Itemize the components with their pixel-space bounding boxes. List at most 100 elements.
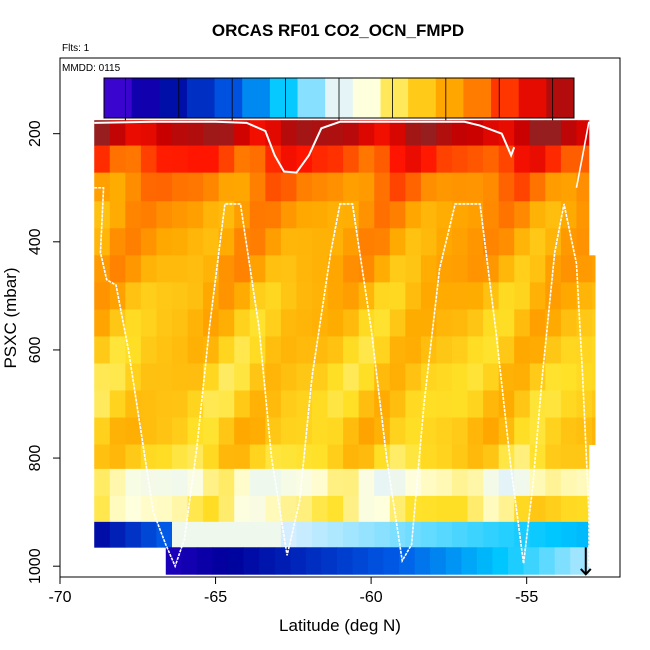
heatmap-cell: [280, 390, 297, 418]
heatmap-cell: [358, 495, 375, 523]
heatmap-cell: [529, 336, 546, 364]
heatmap-cell: [483, 172, 500, 202]
heatmap-cell: [529, 390, 546, 418]
heatmap-cell: [343, 495, 360, 523]
heatmap-cell: [374, 363, 391, 391]
heatmap-cell: [374, 145, 391, 174]
heatmap-cell: [187, 521, 204, 548]
heatmap-cell: [234, 444, 251, 470]
heatmap-cell: [203, 495, 220, 523]
heatmap-cell: [436, 468, 453, 497]
heatmap-cell: [592, 390, 596, 418]
heatmap-cell: [452, 336, 468, 364]
heatmap-cell: [265, 495, 282, 523]
y-axis-label: PSXC (mbar): [1, 267, 20, 368]
heatmap-cell: [358, 172, 375, 202]
heatmap-cell: [560, 444, 577, 470]
heatmap-cell: [234, 145, 251, 174]
heatmap-cell: [389, 495, 406, 523]
colorbar-segment: [380, 78, 409, 118]
heatmap-cell: [592, 282, 596, 310]
heatmap-cell: [203, 201, 220, 229]
date-annotation: MMDD: 0115: [62, 63, 121, 74]
heatmap-cell: [545, 255, 562, 283]
heatmap-cell: [296, 172, 313, 202]
heatmap-cell: [249, 444, 266, 470]
heatmap-cell: [358, 145, 375, 174]
heatmap-cell: [389, 390, 406, 418]
heatmap-cell: [420, 145, 437, 174]
heatmap-cell: [498, 228, 515, 256]
heatmap-cell: [109, 120, 126, 146]
heatmap-cell: [187, 468, 204, 497]
heatmap-cell: [218, 363, 235, 391]
heatmap-cell: [436, 172, 453, 202]
heatmap-cell: [265, 468, 282, 497]
heatmap-cell: [405, 390, 422, 418]
heatmap-cell: [327, 444, 344, 470]
heatmap-cell: [389, 309, 406, 337]
heatmap-cell: [452, 201, 468, 229]
heatmap-cell: [405, 201, 422, 229]
heatmap-cell: [358, 521, 375, 548]
heatmap-cell: [140, 336, 157, 364]
heatmap-cell: [265, 444, 282, 470]
axes: -70 -65 -60 -55 200 400 600 800 1000: [27, 57, 621, 606]
heatmap-cell: [218, 282, 235, 310]
heatmap-cell: [576, 390, 593, 418]
heatmap-cell: [94, 228, 111, 256]
heatmap-cell: [312, 521, 328, 548]
heatmap-cell: [452, 255, 468, 283]
heatmap-cell: [234, 309, 251, 337]
heatmap-cell: [234, 363, 251, 391]
heatmap-cell: [109, 363, 126, 391]
heatmap-cell: [94, 336, 111, 364]
heatmap-cell: [514, 495, 531, 523]
colorbar-segment: [297, 78, 326, 118]
heatmap-cell: [125, 282, 142, 310]
heatmap-cell: [358, 336, 375, 364]
heatmap-cell: [389, 228, 406, 256]
heatmap-cell: [203, 444, 220, 470]
heatmap-cell: [234, 120, 251, 146]
heatmap-cell: [514, 309, 531, 337]
colorbar-segment: [186, 78, 216, 118]
heatmap-cell: [483, 495, 500, 523]
heatmap-cell: [467, 172, 484, 202]
heatmap-cell: [228, 547, 244, 575]
heatmap-cell: [234, 521, 251, 548]
heatmap-cell: [389, 255, 406, 283]
heatmap-cell: [109, 172, 126, 202]
heatmap-cell: [187, 309, 204, 337]
heatmap-cell: [280, 495, 297, 523]
colorbar-segment: [463, 78, 492, 118]
heatmap-cell: [327, 363, 344, 391]
flight-track-climb: [575, 121, 590, 188]
heatmap-cell: [249, 172, 266, 202]
heatmap-cell: [420, 417, 437, 445]
heatmap-cell: [343, 255, 360, 283]
colorbar-segment: [214, 78, 243, 118]
heatmap-cell: [483, 120, 500, 146]
heatmap-cell: [125, 390, 142, 418]
heatmap-cell: [576, 145, 590, 174]
heatmap-cell: [560, 145, 577, 174]
heatmap-cell: [420, 444, 437, 470]
heatmap-cell: [389, 363, 406, 391]
heatmap-cell: [249, 495, 266, 523]
heatmap-cell: [405, 309, 422, 337]
heatmap-cell: [94, 145, 111, 174]
heatmap-cell: [368, 547, 384, 575]
heatmap-cell: [296, 336, 313, 364]
heatmap-cell: [523, 547, 540, 575]
heatmap-cell: [545, 336, 562, 364]
heatmap-cell: [498, 336, 515, 364]
heatmap-cell: [483, 417, 500, 445]
heatmap-cell: [405, 417, 422, 445]
heatmap-cell: [374, 336, 391, 364]
heatmap-cell: [374, 521, 391, 548]
heatmap-cell: [312, 228, 328, 256]
heatmap-cell: [389, 468, 406, 497]
heatmap-cell: [358, 120, 375, 146]
heatmap-cell: [358, 468, 375, 497]
